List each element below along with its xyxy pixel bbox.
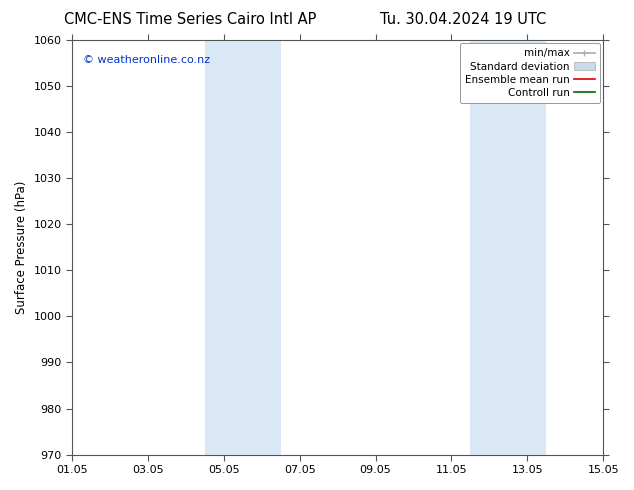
Text: CMC-ENS Time Series Cairo Intl AP: CMC-ENS Time Series Cairo Intl AP	[64, 12, 316, 27]
Bar	[470, 40, 547, 455]
Bar	[205, 40, 281, 455]
Y-axis label: Surface Pressure (hPa): Surface Pressure (hPa)	[15, 181, 28, 314]
Text: © weatheronline.co.nz: © weatheronline.co.nz	[82, 55, 210, 65]
Legend: min/max, Standard deviation, Ensemble mean run, Controll run: min/max, Standard deviation, Ensemble me…	[460, 43, 600, 103]
Text: Tu. 30.04.2024 19 UTC: Tu. 30.04.2024 19 UTC	[380, 12, 546, 27]
